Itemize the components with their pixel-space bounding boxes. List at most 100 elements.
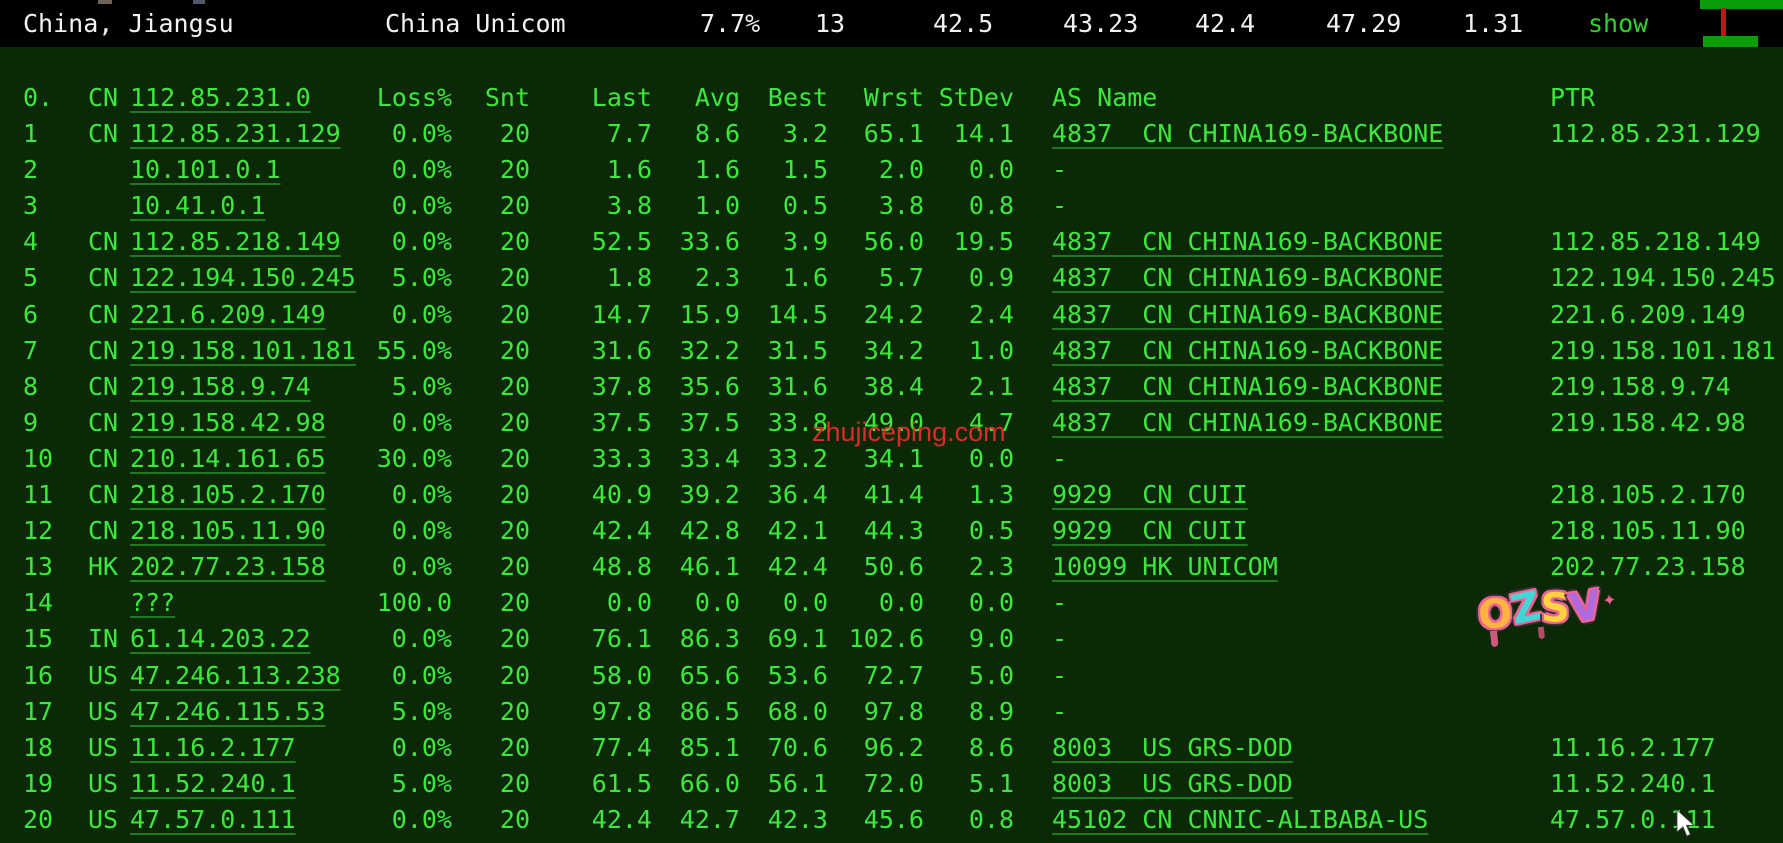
hop-ip-link[interactable]: 219.158.9.74 — [130, 371, 311, 401]
stdev-ms: 2.3 — [968, 552, 1014, 582]
hop-ip-link[interactable]: 10.101.0.1 — [130, 155, 281, 185]
last-ms: 97.8 — [591, 696, 652, 726]
hop-ip-link[interactable]: ??? — [130, 588, 176, 618]
avg-ms: 8.6 — [694, 119, 740, 149]
country-code: CN — [88, 516, 119, 546]
red-site-watermark: zhujiceping.com — [812, 417, 1006, 447]
last-ms: 58.0 — [591, 660, 652, 690]
paint-drip — [1537, 626, 1546, 640]
hop-ip-link[interactable]: 219.158.101.181 — [130, 335, 356, 365]
worst-ms: 72.7 — [863, 660, 924, 690]
as-name-link[interactable]: 4837 CN CHINA169-BACKBONE — [1052, 335, 1444, 365]
table-row: 18 US 11.16.2.177 0.0% 20 77.4 85.1 70.6… — [0, 730, 1783, 766]
hop-ip-link[interactable]: 202.77.23.158 — [130, 552, 326, 582]
hop-ip-link[interactable]: 11.52.240.1 — [130, 768, 296, 798]
table-row: 3 10.41.0.1 0.0% 20 3.8 1.0 0.5 3.8 0.8 … — [0, 188, 1783, 224]
table-row: 11 CN 218.105.2.170 0.0% 20 40.9 39.2 36… — [0, 477, 1783, 513]
hop-number: 10 — [23, 443, 54, 473]
hop-ip-link[interactable]: 122.194.150.245 — [130, 263, 356, 293]
table-row: 7 CN 219.158.101.181 55.0% 20 31.6 32.2 … — [0, 333, 1783, 369]
hop-ip-link[interactable]: 112.85.218.149 — [130, 227, 341, 257]
best-ms: 56.1 — [767, 768, 828, 798]
as-name-link[interactable]: 10099 HK UNICOM — [1052, 552, 1278, 582]
as-name-link: - — [1052, 191, 1068, 221]
hop-ip-link[interactable]: 10.41.0.1 — [130, 191, 266, 221]
last-ms: 33.3 — [591, 443, 652, 473]
loss-percent: 0.0% — [391, 624, 452, 654]
as-name-link[interactable]: 4837 CN CHINA169-BACKBONE — [1052, 227, 1444, 257]
worst-ms: 24.2 — [863, 299, 924, 329]
table-row: 13 HK 202.77.23.158 0.0% 20 48.8 46.1 42… — [0, 549, 1783, 585]
latency-sparkline[interactable] — [1700, 0, 1783, 47]
hop-ip-link[interactable]: 210.14.161.65 — [130, 443, 326, 473]
as-name-link: - — [1052, 660, 1068, 690]
sent-count: 20 — [499, 696, 530, 726]
table-header-row: 0. CN 112.85.231.0 Loss% Snt Last Avg Be… — [0, 80, 1783, 116]
hop-ip-link[interactable]: 218.105.11.90 — [130, 516, 326, 546]
hop-ip-link[interactable]: 47.246.113.238 — [130, 660, 341, 690]
hop-number: 13 — [23, 552, 54, 582]
as-name-link[interactable]: 9929 CN CUII — [1052, 480, 1248, 510]
as-name-link[interactable]: 4837 CN CHINA169-BACKBONE — [1052, 299, 1444, 329]
hop-ip-link[interactable]: 219.158.42.98 — [130, 407, 326, 437]
hop-ip-link[interactable]: 61.14.203.22 — [130, 624, 311, 654]
header-cc: CN — [88, 83, 119, 112]
loss-percent: 5.0% — [391, 768, 452, 798]
hop-ip-link[interactable]: 218.105.2.170 — [130, 480, 326, 510]
best-ms: 42.1 — [767, 516, 828, 546]
summary-avg: 43.23 — [1063, 9, 1139, 38]
table-row: 6 CN 221.6.209.149 0.0% 20 14.7 15.9 14.… — [0, 297, 1783, 333]
worst-ms: 97.8 — [863, 696, 924, 726]
best-ms: 0.0 — [782, 588, 828, 618]
as-name-link[interactable]: 4837 CN CHINA169-BACKBONE — [1052, 119, 1444, 149]
summary-last: 42.5 — [933, 9, 994, 38]
header-as-name: AS Name — [1052, 83, 1158, 112]
last-ms: 77.4 — [591, 732, 652, 762]
avg-ms: 46.1 — [679, 552, 740, 582]
hop-ip-link[interactable]: 11.16.2.177 — [130, 732, 296, 762]
stdev-ms: 1.3 — [968, 480, 1014, 510]
loss-percent: 0.0% — [391, 552, 452, 582]
as-name-link[interactable]: 4837 CN CHINA169-BACKBONE — [1052, 371, 1444, 401]
header-stdev: StDev — [938, 83, 1014, 112]
show-link[interactable]: show — [1588, 9, 1649, 38]
worst-ms: 41.4 — [863, 480, 924, 510]
avg-ms: 86.5 — [679, 696, 740, 726]
hop-ip-link[interactable]: 47.246.115.53 — [130, 696, 326, 726]
best-ms: 69.1 — [767, 624, 828, 654]
hop-ip-link[interactable]: 47.57.0.111 — [130, 804, 296, 834]
country-code: CN — [88, 119, 119, 149]
sent-count: 20 — [499, 732, 530, 762]
last-ms: 48.8 — [591, 552, 652, 582]
target-ip-link[interactable]: 112.85.231.0 — [130, 83, 311, 112]
as-name-link[interactable]: 45102 CN CNNIC-ALIBABA-US — [1052, 804, 1429, 834]
loss-percent: 100.0 — [376, 588, 452, 618]
as-name-link[interactable]: 9929 CN CUII — [1052, 516, 1248, 546]
summary-isp: China Unicom — [385, 9, 566, 38]
stdev-ms: 2.1 — [968, 371, 1014, 401]
country-code: CN — [88, 227, 119, 257]
as-name-link[interactable]: 8003 US GRS-DOD — [1052, 768, 1293, 798]
table-row: 15 IN 61.14.203.22 0.0% 20 76.1 86.3 69.… — [0, 621, 1783, 657]
best-ms: 0.5 — [782, 191, 828, 221]
stdev-ms: 0.9 — [968, 263, 1014, 293]
last-ms: 14.7 — [591, 299, 652, 329]
avg-ms: 1.6 — [694, 155, 740, 185]
hop-number: 17 — [23, 696, 54, 726]
hop-ip-link[interactable]: 112.85.231.129 — [130, 119, 341, 149]
hop-ip-link[interactable]: 221.6.209.149 — [130, 299, 326, 329]
loss-percent: 5.0% — [391, 371, 452, 401]
as-name-link[interactable]: 4837 CN CHINA169-BACKBONE — [1052, 407, 1444, 437]
ptr-value: 112.85.231.129 — [1550, 119, 1761, 149]
as-name-link[interactable]: 4837 CN CHINA169-BACKBONE — [1052, 263, 1444, 293]
stdev-ms: 1.0 — [968, 335, 1014, 365]
last-ms: 40.9 — [591, 480, 652, 510]
stdev-ms: 2.4 — [968, 299, 1014, 329]
best-ms: 36.4 — [767, 480, 828, 510]
country-code: CN — [88, 407, 119, 437]
as-name-link[interactable]: 8003 US GRS-DOD — [1052, 732, 1293, 762]
sent-count: 20 — [499, 335, 530, 365]
last-ms: 1.8 — [606, 263, 652, 293]
table-row: 12 CN 218.105.11.90 0.0% 20 42.4 42.8 42… — [0, 513, 1783, 549]
ptr-value: 221.6.209.149 — [1550, 299, 1746, 329]
